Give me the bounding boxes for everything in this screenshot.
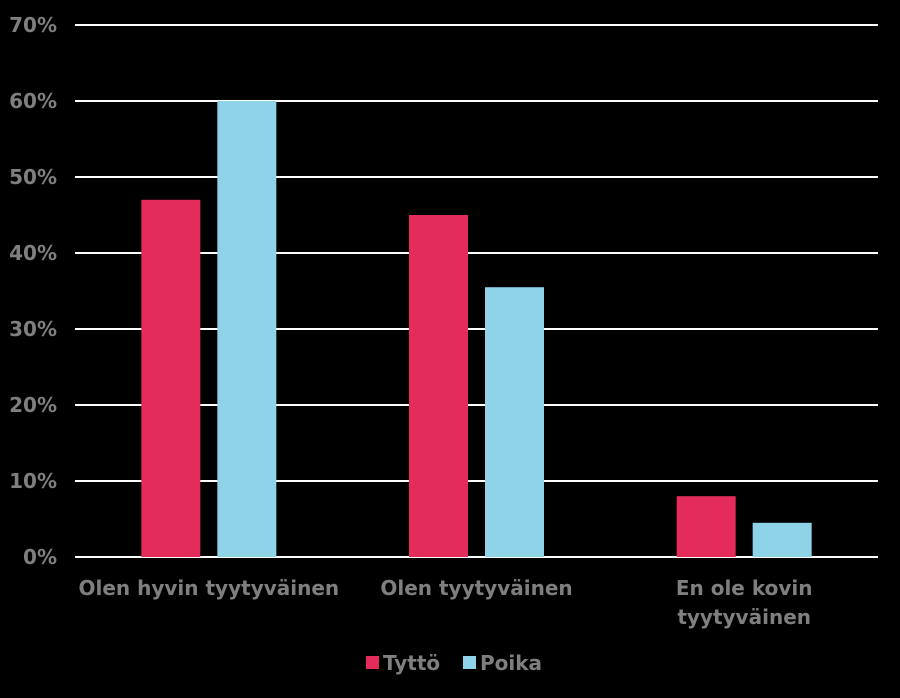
- legend-swatch: [463, 656, 476, 669]
- legend-label: Poika: [480, 651, 542, 675]
- legend-swatch: [366, 656, 379, 669]
- y-tick-label: 0%: [23, 545, 57, 569]
- bar: [752, 522, 812, 557]
- y-tick-label: 10%: [9, 469, 57, 493]
- y-tick-label: 70%: [9, 13, 57, 37]
- y-tick-label: 30%: [9, 317, 57, 341]
- x-category-label: tyytyväinen: [677, 605, 811, 629]
- x-category-label: En ole kovin: [676, 576, 813, 600]
- y-tick-label: 50%: [9, 165, 57, 189]
- bar: [409, 215, 468, 557]
- bar: [676, 496, 736, 557]
- legend-label: Tyttö: [383, 651, 440, 675]
- y-tick-label: 60%: [9, 89, 57, 113]
- y-tick-label: 20%: [9, 393, 57, 417]
- bar: [217, 101, 277, 557]
- bar: [485, 287, 544, 557]
- x-category-label: Olen tyytyväinen: [380, 576, 572, 600]
- y-tick-label: 40%: [9, 241, 57, 265]
- bar: [141, 199, 201, 558]
- x-category-label: Olen hyvin tyytyväinen: [79, 576, 340, 600]
